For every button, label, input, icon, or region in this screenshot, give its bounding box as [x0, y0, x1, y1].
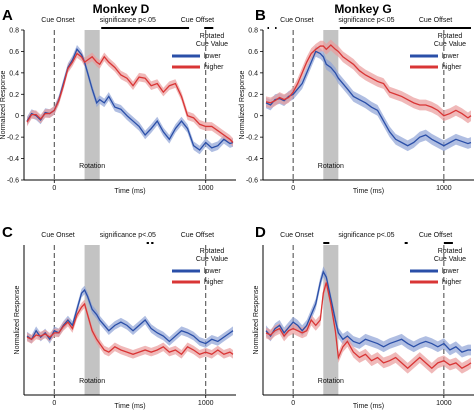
y-tick-label: 0.6 — [9, 49, 19, 56]
y-tick-label: -0.6 — [7, 178, 19, 185]
cue-onset-label: Cue Onset — [280, 17, 314, 24]
legend-title: Cue Value — [434, 41, 466, 48]
significance-label: significance p<.05 — [100, 17, 156, 24]
panel-a: A -0.6 -0.4 -0.2 0 0.2 0.4 0.6 0.8 0 1000 Time (ms)… — [0, 7, 236, 195]
y-tick-label: 0 — [15, 113, 19, 120]
legend-title: Rotated — [438, 248, 463, 255]
y-axis-label: Normalized Response — [0, 70, 7, 139]
series-band-lower — [27, 45, 233, 155]
legend-label-higher: higher — [204, 279, 224, 286]
legend-title: Cue Value — [196, 41, 228, 48]
rotation-label: Rotation — [79, 163, 105, 170]
significance-label: significance p<.05 — [100, 232, 156, 239]
legend-label-lower: lower — [442, 53, 459, 60]
legend-label-higher: higher — [442, 279, 462, 286]
legend-label-higher: higher — [442, 64, 462, 71]
cue-offset-label: Cue Offset — [419, 232, 452, 239]
y-axis-label: Normalized Response — [14, 285, 21, 354]
legend-label-higher: higher — [204, 64, 224, 71]
y-tick-label: -0.4 — [7, 156, 19, 163]
series-line-higher — [26, 302, 234, 356]
y-tick-label: 0.4 — [248, 70, 258, 77]
legend-title: Rotated — [200, 248, 225, 255]
series-band-higher — [27, 299, 233, 359]
monkey-g-title: Monkey G — [334, 2, 391, 16]
rotation-window — [84, 245, 100, 395]
series-line-lower — [265, 270, 471, 353]
legend-title: Rotated — [200, 33, 225, 40]
cue-offset-label: Cue Offset — [181, 232, 214, 239]
y-axis-label: Normalized Response — [253, 285, 260, 354]
panel-letter: A — [2, 7, 13, 24]
series-band-lower — [266, 266, 471, 358]
y-tick-label: 0.2 — [9, 92, 19, 99]
monkey-d-title: Monkey D — [93, 2, 150, 16]
series-band-lower — [27, 285, 233, 348]
y-axis-label: Normalized Response — [239, 70, 246, 139]
x-tick-label: 1000 — [436, 400, 452, 407]
significance-label: significance p<.05 — [338, 232, 394, 239]
panel-c: C 0 1000 Time (ms) Normalized Response Cue On… — [2, 224, 236, 410]
series-band-higher — [266, 39, 471, 124]
x-tick-label: 0 — [291, 400, 295, 407]
y-tick-label: -0.6 — [246, 178, 258, 185]
x-axis-label: Time (ms) — [353, 403, 384, 410]
y-tick-label: 0.8 — [9, 28, 19, 35]
series-band-lower — [266, 46, 471, 152]
rotation-label: Rotation — [318, 163, 344, 170]
cue-onset-label: Cue Onset — [280, 232, 314, 239]
y-tick-label: 0.4 — [9, 70, 19, 77]
y-tick-label: -0.2 — [246, 135, 258, 142]
panel-letter: C — [2, 224, 13, 241]
series-line-higher — [265, 44, 472, 119]
panel-letter: B — [255, 7, 266, 24]
y-tick-label: 0.2 — [248, 92, 258, 99]
significance-label: significance p<.05 — [338, 17, 394, 24]
x-tick-label: 1000 — [436, 185, 452, 192]
panel-b: B -0.6 -0.4 -0.2 0 0.2 0.4 0.6 0.8 0 1000 Time (ms)… — [239, 7, 474, 195]
y-tick-label: 0 — [254, 113, 258, 120]
panels: A -0.6 -0.4 -0.2 0 0.2 0.4 0.6 0.8 0 1000 Time (ms)… — [0, 7, 474, 410]
x-axis-label: Time (ms) — [114, 188, 145, 195]
cue-offset-label: Cue Offset — [181, 17, 214, 24]
legend-label-lower: lower — [442, 268, 459, 275]
x-axis-label: Time (ms) — [353, 188, 384, 195]
x-tick-label: 0 — [291, 185, 295, 192]
legend-title: Cue Value — [196, 256, 228, 263]
legend-title: Rotated — [438, 33, 463, 40]
series-line-higher — [26, 52, 234, 143]
series-line-higher — [265, 282, 472, 370]
legend-label-lower: lower — [204, 53, 221, 60]
cue-onset-label: Cue Onset — [41, 17, 75, 24]
x-tick-label: 0 — [52, 185, 56, 192]
panel-d: D 0 1000 Time (ms) Normalized Response Cue On… — [253, 224, 474, 410]
cue-onset-label: Cue Onset — [41, 232, 75, 239]
y-tick-label: -0.2 — [7, 135, 19, 142]
x-axis-label: Time (ms) — [114, 403, 145, 410]
series-line-lower — [26, 288, 234, 345]
x-tick-label: 1000 — [198, 185, 214, 192]
x-tick-label: 1000 — [198, 400, 214, 407]
panel-letter: D — [255, 224, 266, 241]
legend-label-lower: lower — [204, 268, 221, 275]
x-tick-label: 0 — [52, 400, 56, 407]
y-tick-label: 0.8 — [248, 28, 258, 35]
y-tick-label: 0.6 — [248, 49, 258, 56]
series-line-lower — [265, 50, 472, 147]
legend-title: Cue Value — [434, 256, 466, 263]
rotation-label: Rotation — [318, 378, 344, 385]
y-tick-label: -0.4 — [246, 156, 258, 163]
rotation-window — [84, 30, 100, 180]
cue-offset-label: Cue Offset — [419, 17, 452, 24]
rotation-label: Rotation — [79, 378, 105, 385]
